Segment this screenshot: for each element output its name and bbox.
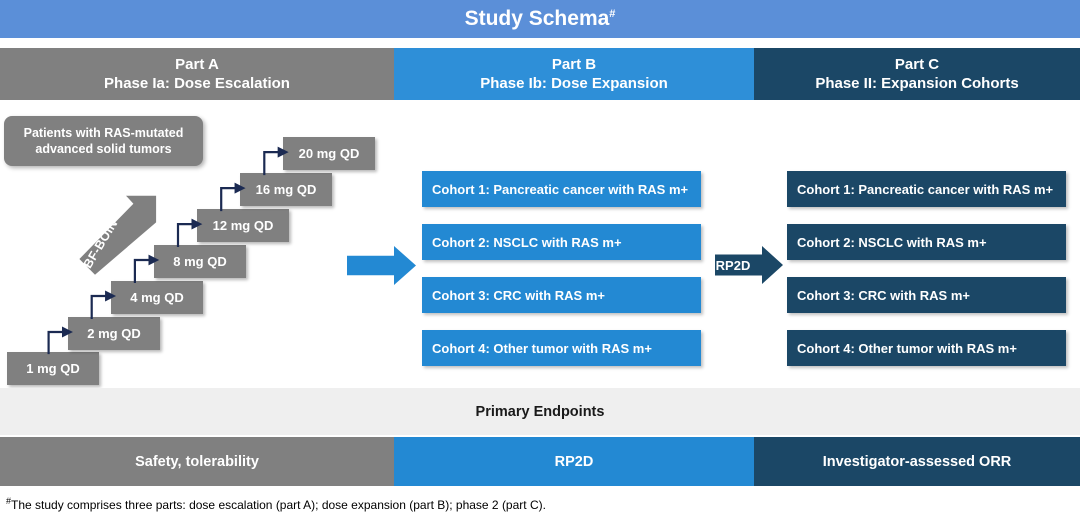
svg-text:BF-BOIN: BF-BOIN xyxy=(81,217,121,271)
svg-text:RP2D: RP2D xyxy=(716,258,751,273)
